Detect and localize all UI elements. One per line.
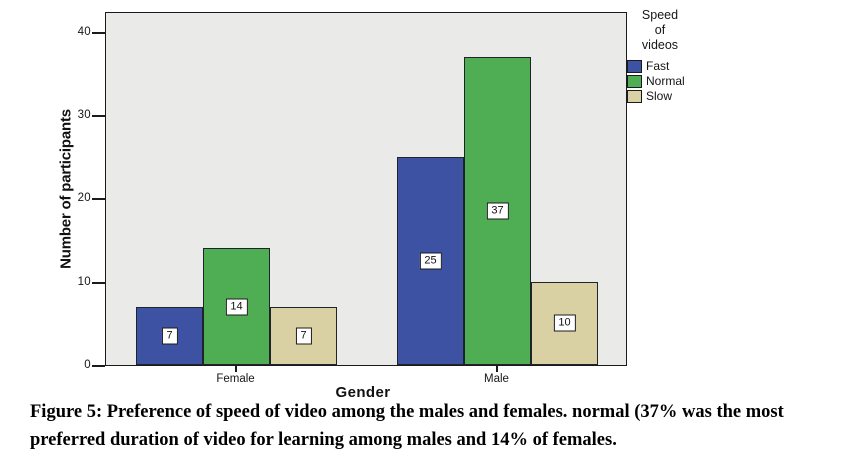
bar-value-label: 25: [419, 252, 442, 270]
legend-swatch-fast: [627, 59, 642, 73]
legend-label: Normal: [646, 74, 685, 88]
legend-item-fast: Fast: [627, 59, 737, 73]
bar-male-fast: 25: [397, 156, 464, 365]
legend-items: Fast Normal Slow: [627, 59, 737, 103]
bar-value-label: 10: [553, 314, 576, 332]
legend-label: Fast: [646, 59, 670, 73]
y-tick-mark: [92, 281, 105, 284]
bar-female-slow: 7: [270, 306, 337, 365]
y-tick-label: 40: [77, 25, 91, 38]
x-axis-title: Gender: [335, 384, 391, 401]
bar-value-label: 14: [225, 298, 248, 316]
legend-item-normal: Normal: [627, 74, 737, 88]
bar-male-normal: 37: [464, 56, 531, 365]
bar-male-slow: 10: [531, 281, 598, 365]
x-tick-label-male: Male: [484, 373, 509, 385]
x-tick-mark: [234, 366, 237, 372]
y-tick-mark: [92, 365, 105, 367]
bar-value-label: 7: [295, 327, 312, 345]
y-tick-mark: [92, 31, 105, 34]
y-tick-label: 10: [77, 275, 91, 288]
legend-item-slow: Slow: [627, 89, 737, 103]
legend-swatch-slow: [627, 89, 642, 103]
y-tick-label: 20: [77, 192, 91, 205]
x-tick-mark: [495, 366, 498, 372]
bar-value-label: 7: [161, 327, 178, 345]
bar-value-label: 37: [486, 202, 509, 220]
legend-swatch-normal: [627, 74, 642, 88]
plot-area: 7 14 7 25 37 10: [105, 12, 627, 366]
y-tick-mark: [92, 198, 105, 201]
figure-caption: Figure 5: Preference of speed of video a…: [30, 402, 784, 450]
legend-title: Speed of videos: [641, 8, 679, 52]
x-tick-label-female: Female: [216, 373, 255, 385]
bar-female-normal: 14: [203, 248, 270, 365]
bar-chart: Number of participants 0 10 20 30 40 7 14 7 25 3…: [57, 8, 737, 401]
y-tick-label: 0: [84, 359, 91, 371]
legend: Speed of videos Fast Normal Slow: [627, 8, 737, 104]
legend-label: Slow: [646, 89, 673, 103]
y-axis-title: Number of participants: [57, 109, 75, 269]
y-tick-label: 30: [77, 109, 91, 122]
y-tick-mark: [92, 115, 105, 118]
bar-female-fast: 7: [136, 306, 203, 365]
